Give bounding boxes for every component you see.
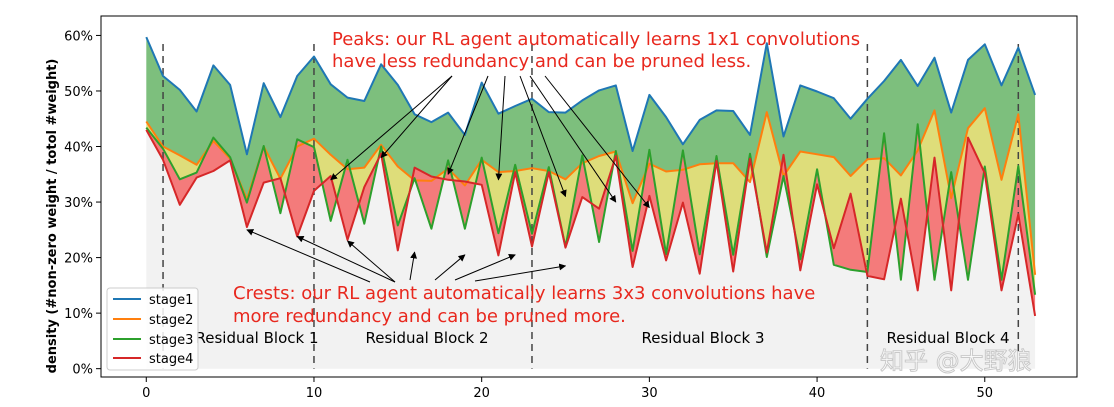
peak-arrow-4 — [495, 75, 506, 181]
x-tick-label-30: 30 — [641, 386, 658, 401]
crest-arrow-1 — [246, 229, 371, 283]
legend-label-stage4: stage4 — [149, 352, 193, 367]
y-axis-label: density (#non-zero weight / totol #weigh… — [45, 59, 60, 374]
peaks-annotation-line-2: have less redundancy and can be pruned l… — [332, 51, 751, 72]
block-label-1: Residual Block 1 — [196, 329, 319, 347]
y-axis: 0% 10% 20% 30% 40% 50% 60% — [64, 29, 101, 378]
annotation-arrows — [246, 75, 650, 283]
band-stage2-stage3 — [146, 108, 1036, 295]
crest-arrow-3 — [346, 240, 396, 283]
crests-annotation-line-2: more redundancy and can be pruned more. — [233, 306, 626, 327]
peak-arrow-7 — [544, 75, 650, 209]
peak-arrow-2 — [380, 75, 453, 159]
block-label-3: Residual Block 3 — [642, 329, 765, 347]
legend-label-stage3: stage3 — [149, 333, 193, 348]
series-line-layer — [145, 36, 1037, 317]
x-tick-label-20: 20 — [473, 386, 490, 401]
peak-arrow-3 — [447, 75, 489, 175]
y-tick-label-50: 50% — [64, 85, 93, 100]
y-tick-label-10: 10% — [64, 307, 93, 322]
series-line-stage4 — [145, 129, 1037, 317]
crest-arrow-5 — [434, 254, 466, 281]
y-tick-label-40: 40% — [64, 141, 93, 156]
peaks-annotation-line-1: Peaks: our RL agent automatically learns… — [332, 29, 860, 50]
series-line-stage1 — [145, 36, 1037, 156]
x-tick-label-0: 0 — [142, 386, 150, 401]
y-tick-label-20: 20% — [64, 252, 93, 267]
series-line-stage3 — [145, 123, 1037, 295]
crest-arrow-6 — [454, 254, 516, 281]
peak-arrow-5 — [519, 75, 567, 198]
block-label-2: Residual Block 2 — [366, 329, 489, 347]
legend-box — [106, 287, 199, 371]
peaks-annotation: Peaks: our RL agent automatically learns… — [332, 29, 860, 72]
legend: stage1 stage2 stage3 stage4 — [106, 287, 199, 371]
crest-arrow-4 — [409, 251, 418, 281]
crests-annotation-line-1: Crests: our RL agent automatically learn… — [233, 283, 815, 304]
legend-label-stage2: stage2 — [149, 313, 193, 328]
y-tick-label-0: 0% — [72, 363, 93, 378]
block-label-4: Residual Block 4 — [887, 329, 1010, 347]
x-tick-label-10: 10 — [306, 386, 323, 401]
peak-arrow-1 — [330, 75, 453, 181]
x-axis: 0 10 20 30 40 50 — [142, 377, 993, 401]
watermark: 知乎 @大野狼 — [880, 347, 1032, 375]
y-tick-label-30: 30% — [64, 196, 93, 211]
x-tick-label-50: 50 — [976, 386, 993, 401]
peak-arrow-6 — [529, 75, 617, 203]
band-fill-layer — [146, 37, 1036, 316]
crests-annotation: Crests: our RL agent automatically learn… — [233, 283, 815, 327]
plot-frame — [100, 15, 1078, 378]
y-tick-label-60: 60% — [64, 29, 93, 44]
crest-arrow-7 — [474, 263, 567, 282]
x-tick-label-40: 40 — [809, 386, 826, 401]
block-labels: Residual Block 1 Residual Block 2 Residu… — [196, 329, 1010, 347]
crest-arrow-2 — [296, 235, 396, 283]
band-stage1-stage2 — [146, 37, 1036, 275]
legend-label-stage1: stage1 — [149, 293, 193, 308]
